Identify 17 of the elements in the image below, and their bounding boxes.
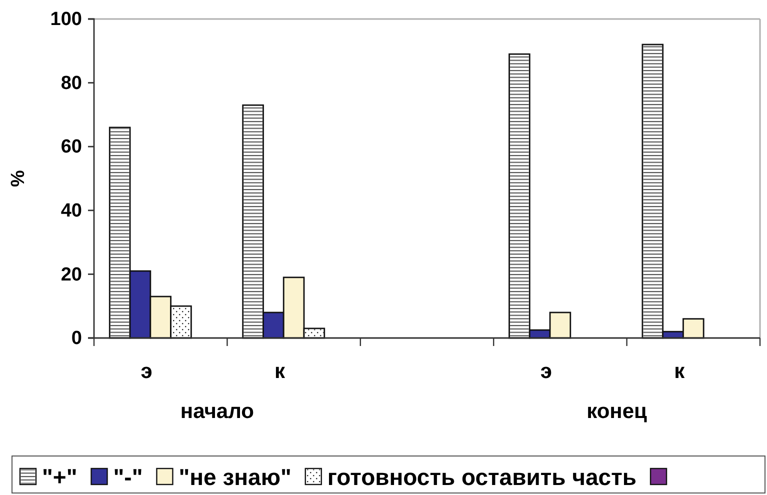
x-tick-label: э bbox=[540, 360, 552, 383]
x-tick-label: э bbox=[140, 360, 152, 383]
text: конец bbox=[586, 400, 648, 423]
text: начало bbox=[180, 400, 254, 423]
y-tick-label: 60 bbox=[60, 136, 82, 158]
legend-label: "не знаю" bbox=[178, 464, 292, 490]
legend-label: "+" bbox=[42, 464, 78, 490]
legend-label: готовность оставить часть bbox=[327, 464, 637, 490]
legend-label: "-" bbox=[113, 464, 143, 490]
y-tick-label: 0 bbox=[71, 328, 82, 350]
y-axis-title: % bbox=[8, 170, 29, 187]
y-tick-label: 20 bbox=[60, 264, 82, 286]
x-tick-label: к bbox=[674, 360, 686, 383]
y-tick-label: 40 bbox=[60, 200, 82, 222]
y-tick-label: 80 bbox=[60, 72, 82, 94]
y-tick-label: 100 bbox=[50, 9, 82, 30]
x-tick-label: к bbox=[274, 360, 286, 383]
